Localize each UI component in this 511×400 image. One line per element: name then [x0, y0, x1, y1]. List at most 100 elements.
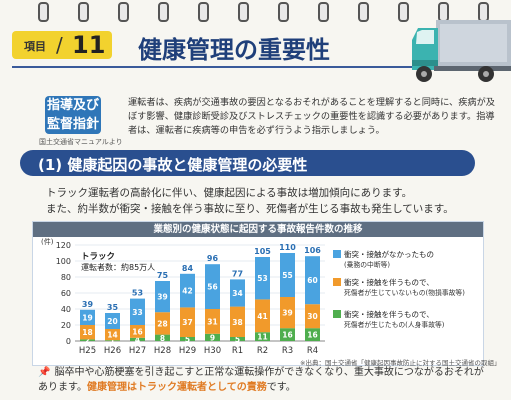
bar-segment	[255, 332, 270, 341]
chart-panel: 業態別の健康状態に起因する事故報告件数の推移 (件) 0 20 40 60 80 100 12…	[32, 221, 484, 366]
total-label: 105	[254, 247, 271, 256]
data-label: 14	[107, 331, 117, 340]
data-label: 16	[282, 331, 292, 340]
x-tick-label: H27	[129, 346, 146, 356]
data-label: 41	[257, 312, 267, 321]
data-label: 1	[110, 337, 115, 346]
bar-segment	[205, 309, 220, 334]
data-label: 16	[307, 331, 317, 340]
data-label: 37	[182, 318, 192, 327]
y-tick-label: 20	[61, 321, 71, 330]
data-label: 55	[282, 271, 292, 280]
data-label: 39	[157, 293, 167, 302]
legend-main: 衝突・接触を伴うもので、	[344, 309, 434, 319]
data-label: 8	[160, 334, 165, 343]
bar-segment	[205, 264, 220, 309]
bar-segment	[205, 333, 220, 341]
bar-segment	[305, 328, 320, 341]
data-label: 4	[135, 335, 140, 344]
total-label: 75	[157, 271, 169, 280]
guideline-line2: 監督指針	[45, 115, 101, 134]
total-label: 77	[232, 269, 243, 278]
data-label: 38	[232, 318, 242, 327]
binder-ring	[278, 2, 289, 22]
data-label: 53	[257, 274, 267, 283]
annotation-sub: 運転者数：約85万人	[81, 262, 155, 272]
data-label: 9	[210, 333, 215, 342]
x-tick-label: H26	[104, 346, 121, 356]
y-tick-label: 120	[56, 241, 71, 250]
bar-segment	[230, 279, 245, 307]
bottom-note: 📌 脳卒中や心筋梗塞を引き起こすと正常な運転操作ができなくなり、重大事故につながる…	[38, 365, 488, 395]
bar-segment	[255, 299, 270, 333]
legend-swatch	[333, 250, 341, 258]
pin-icon: 📌	[38, 367, 51, 378]
data-label: 20	[107, 317, 117, 326]
truck-icon	[412, 20, 511, 82]
bar-segment	[130, 337, 145, 341]
data-label: 28	[157, 319, 167, 328]
bar-segment	[105, 329, 120, 341]
total-label: 96	[207, 254, 219, 263]
source-note: ※出典：国土交通省「健康起因事故防止に対する国土交通省の取組」	[300, 359, 501, 367]
legend-sub: (乗務の中断等)	[344, 260, 390, 269]
binder-ring	[238, 2, 249, 22]
legend-swatch	[333, 310, 341, 318]
bar-segment	[280, 297, 295, 329]
bar-segment	[255, 257, 270, 300]
bar-segment	[230, 337, 245, 341]
x-tick-label: H30	[204, 346, 221, 356]
bar-segment	[80, 339, 95, 341]
bar-segment	[155, 281, 170, 313]
binder-ring	[198, 2, 209, 22]
data-label: 5	[185, 335, 190, 344]
section-title: (1) 健康起因の事故と健康管理の必要性	[38, 156, 308, 174]
bottom-highlight: 健康管理はトラック運転者としての責務	[87, 382, 267, 393]
bar-segment	[305, 256, 320, 305]
data-label: 18	[82, 328, 92, 337]
legend-sub: 死傷者が生じたもの(人身事故等)	[344, 320, 445, 329]
data-label: 19	[82, 313, 92, 322]
bar-segment	[180, 337, 195, 341]
data-label: 39	[282, 309, 292, 318]
bar-segment	[180, 273, 195, 308]
total-label: 53	[132, 289, 143, 298]
bar-segment	[280, 253, 295, 297]
y-tick-label: 0	[66, 337, 71, 346]
bar-segment	[105, 340, 120, 341]
bar-segment	[80, 309, 95, 325]
bar-segment	[80, 325, 95, 340]
x-tick-label: R4	[307, 346, 318, 356]
guideline-badge: 指導及び 監督指針 国土交通省マニュアルより	[39, 96, 123, 147]
data-label: 33	[132, 308, 142, 317]
x-tick-label: H25	[79, 346, 96, 356]
legend-main: 衝突・接触を伴うもので、	[344, 277, 434, 287]
total-label: 110	[279, 243, 296, 252]
binder-rings	[0, 0, 511, 22]
x-tick-label: H29	[179, 346, 196, 356]
data-label: 11	[257, 333, 267, 342]
total-label: 35	[107, 303, 119, 312]
data-label: 2	[85, 336, 90, 345]
bar-segment	[130, 298, 145, 325]
data-label: 16	[132, 327, 142, 336]
total-label: 84	[182, 264, 194, 273]
y-tick-label: 100	[56, 257, 71, 266]
bottom-text-1: 脳卒中や心筋梗塞を引き起こすと正常な運転操作ができなくなり、重大事故につながるお…	[38, 367, 484, 393]
binder-ring	[158, 2, 169, 22]
data-label: 60	[307, 276, 317, 285]
item-label: 項目	[24, 40, 46, 53]
binder-ring	[398, 2, 409, 22]
intro-text: 運転者は、疾病が交通事故の要因となるおそれがあることを理解すると同時に、疾病が及…	[128, 97, 495, 136]
data-label: 5	[235, 335, 240, 344]
section-header: (1) 健康起因の事故と健康管理の必要性	[20, 150, 475, 176]
bar-segment	[180, 307, 195, 337]
binder-ring	[38, 2, 49, 22]
item-badge: 項目 / 11	[12, 31, 112, 59]
y-tick-label: 60	[61, 289, 71, 298]
bottom-text-3: です。	[266, 382, 296, 393]
bar-segment	[155, 312, 170, 335]
total-label: 39	[82, 300, 94, 309]
binder-ring	[358, 2, 369, 22]
data-label: 42	[182, 287, 192, 296]
